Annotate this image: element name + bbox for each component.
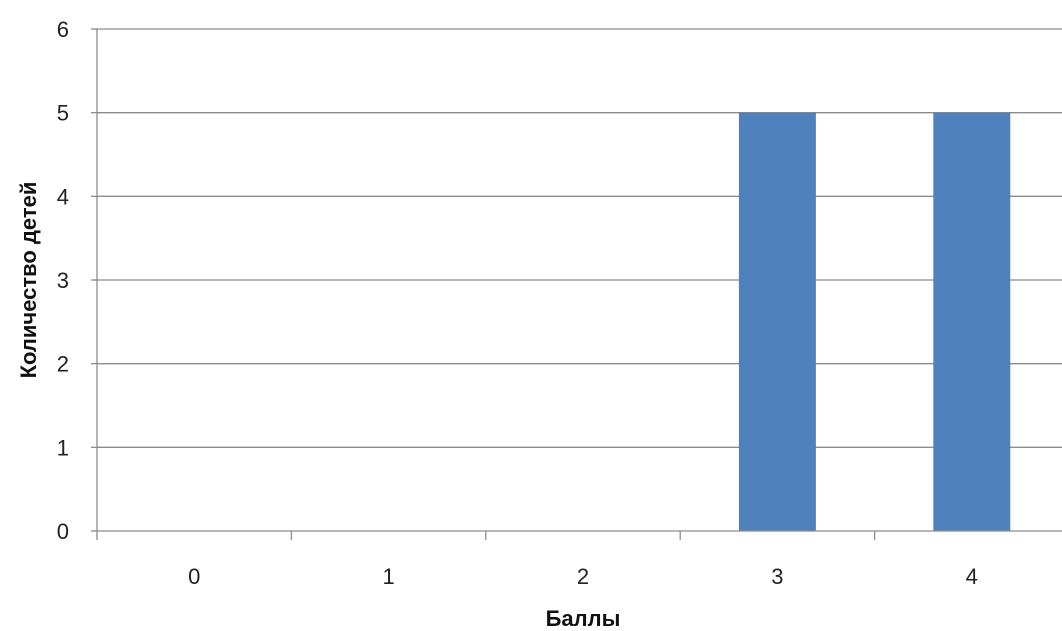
- y-tick-label: 1: [57, 435, 69, 460]
- bar-3: [738, 112, 816, 532]
- x-tick-label: 4: [966, 564, 978, 589]
- y-tick-label: 0: [57, 519, 69, 544]
- y-tick-labels: 0 1 2 3 4 5 6: [57, 17, 69, 544]
- y-tick-label: 3: [57, 268, 69, 293]
- x-tick-label: 1: [382, 564, 394, 589]
- x-tick-label: 2: [577, 564, 589, 589]
- x-axis-title: Баллы: [546, 606, 621, 631]
- x-tick-labels: 0 1 2 3 4: [188, 564, 978, 589]
- bar-4: [933, 112, 1011, 532]
- y-tick-label: 5: [57, 101, 69, 126]
- gridlines: [97, 28, 1062, 448]
- y-axis-title: Количество детей: [16, 182, 41, 379]
- y-tick-label: 2: [57, 352, 69, 377]
- y-tick-label: 6: [57, 17, 69, 42]
- bars: [738, 112, 1011, 532]
- x-tick-label: 0: [188, 564, 200, 589]
- axes: [91, 28, 1062, 540]
- y-tick-label: 4: [57, 184, 69, 209]
- x-tick-label: 3: [771, 564, 783, 589]
